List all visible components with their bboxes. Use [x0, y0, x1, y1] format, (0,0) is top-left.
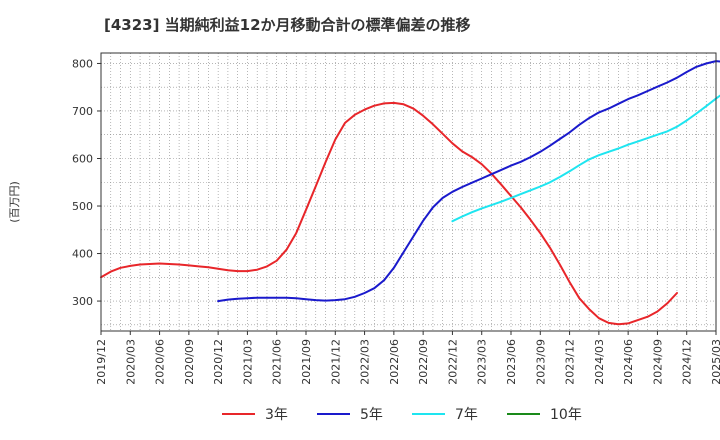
y-axis-label: (百万円)	[8, 181, 21, 223]
y-tick-label: 500	[72, 200, 93, 213]
x-tick-label: 2023/03	[476, 339, 489, 385]
chart-title: [4323] 当期純利益12か月移動合計の標準偏差の推移	[104, 16, 471, 34]
x-tick-label: 2022/09	[417, 339, 430, 385]
x-tick-label: 2020/12	[212, 339, 225, 385]
x-tick-label: 2020/09	[183, 339, 196, 385]
x-tick-label: 2022/03	[359, 339, 372, 385]
grid	[101, 53, 716, 331]
legend: 3年 5年 7年 10年	[222, 407, 582, 423]
x-tick-label: 2020/06	[154, 339, 167, 385]
x-tick-label: 2023/12	[564, 339, 577, 385]
x-axis: 2019/12 2020/03 2020/06 2020/09 2020/12 2021/…	[95, 331, 720, 385]
x-tick-label: 2022/06	[388, 339, 401, 385]
x-tick-label: 2024/12	[681, 339, 694, 385]
y-tick-label: 700	[72, 105, 93, 118]
x-tick-label: 2025/03	[710, 339, 720, 385]
legend-label-2: 5年	[360, 407, 383, 423]
x-tick-label: 2021/06	[271, 339, 284, 385]
x-tick-label: 2021/09	[300, 339, 313, 385]
x-tick-label: 2021/12	[329, 339, 342, 385]
x-tick-label: 2022/12	[446, 339, 459, 385]
y-tick-label: 600	[72, 152, 93, 165]
x-tick-label: 2020/03	[124, 339, 137, 385]
x-tick-label: 2019/12	[95, 339, 108, 385]
series-line-1	[100, 101, 678, 326]
x-tick-label: 2024/06	[622, 339, 635, 385]
x-tick-label: 2023/06	[505, 339, 518, 385]
y-tick-label: 300	[72, 295, 93, 308]
plot-series	[100, 60, 720, 326]
plot-frame	[100, 52, 717, 332]
legend-label-1: 3年	[265, 407, 288, 423]
x-tick-label: 2024/09	[651, 339, 664, 385]
y-tick-label: 800	[72, 57, 93, 70]
legend-label-3: 7年	[455, 407, 478, 423]
series-line-3	[451, 94, 720, 223]
legend-label-4: 10年	[550, 407, 582, 423]
series-line-2	[217, 60, 720, 303]
y-axis: 300 400 500 600 700 800	[72, 57, 101, 308]
x-tick-label: 2023/09	[534, 339, 547, 385]
x-tick-label: 2024/03	[593, 339, 606, 385]
x-tick-label: 2021/03	[241, 339, 254, 385]
y-tick-label: 400	[72, 248, 93, 261]
